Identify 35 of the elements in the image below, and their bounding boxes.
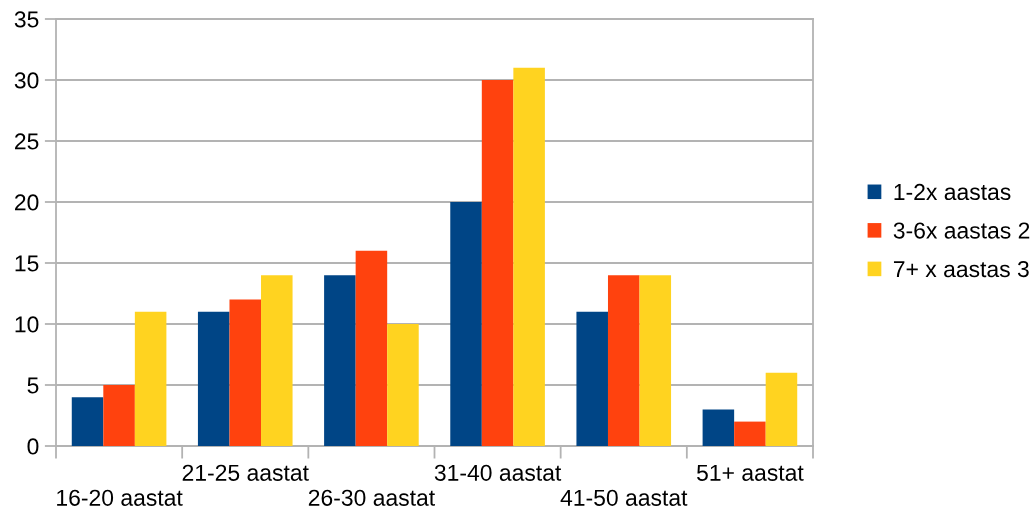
bar bbox=[576, 311, 608, 446]
bar bbox=[607, 275, 640, 446]
bar bbox=[103, 385, 135, 446]
bar bbox=[261, 275, 293, 446]
x-tick-label: 26-30 aastat bbox=[308, 489, 435, 506]
bar bbox=[71, 397, 104, 446]
bar bbox=[197, 311, 230, 446]
bar bbox=[702, 409, 735, 446]
y-tick-label: 10 bbox=[15, 316, 39, 333]
y-tick-label: 5 bbox=[27, 377, 39, 394]
bar bbox=[450, 202, 482, 446]
y-tick-label: 15 bbox=[15, 255, 39, 272]
bar bbox=[639, 275, 672, 446]
legend-label: 7+ x aastas 3 bbox=[893, 260, 1029, 278]
bar bbox=[134, 311, 167, 446]
bar bbox=[387, 324, 419, 446]
y-tick-label: 0 bbox=[27, 438, 39, 455]
y-tick-label: 35 bbox=[14, 11, 39, 28]
y-tick-label: 30 bbox=[14, 72, 39, 89]
bar bbox=[481, 80, 514, 446]
y-tick-label: 25 bbox=[15, 133, 39, 150]
x-tick-label: 31-40 aastat bbox=[434, 464, 562, 481]
x-tick-label: 51+ aastat bbox=[697, 464, 804, 481]
x-tick-label: 41-50 aastat bbox=[560, 489, 688, 506]
x-tick-label: 21-25 aastat bbox=[182, 464, 309, 481]
bar bbox=[355, 250, 388, 446]
bar bbox=[324, 275, 356, 446]
bar bbox=[513, 67, 545, 446]
bar bbox=[734, 421, 766, 446]
x-tick-label: 16-20 aastat bbox=[57, 489, 183, 506]
legend-label: 1-2x aastas bbox=[894, 183, 1011, 201]
bar bbox=[229, 299, 262, 446]
y-tick-label: 20 bbox=[15, 194, 39, 211]
legend-label: 3-6x aastas 2 bbox=[893, 222, 1030, 239]
bar bbox=[765, 372, 798, 446]
